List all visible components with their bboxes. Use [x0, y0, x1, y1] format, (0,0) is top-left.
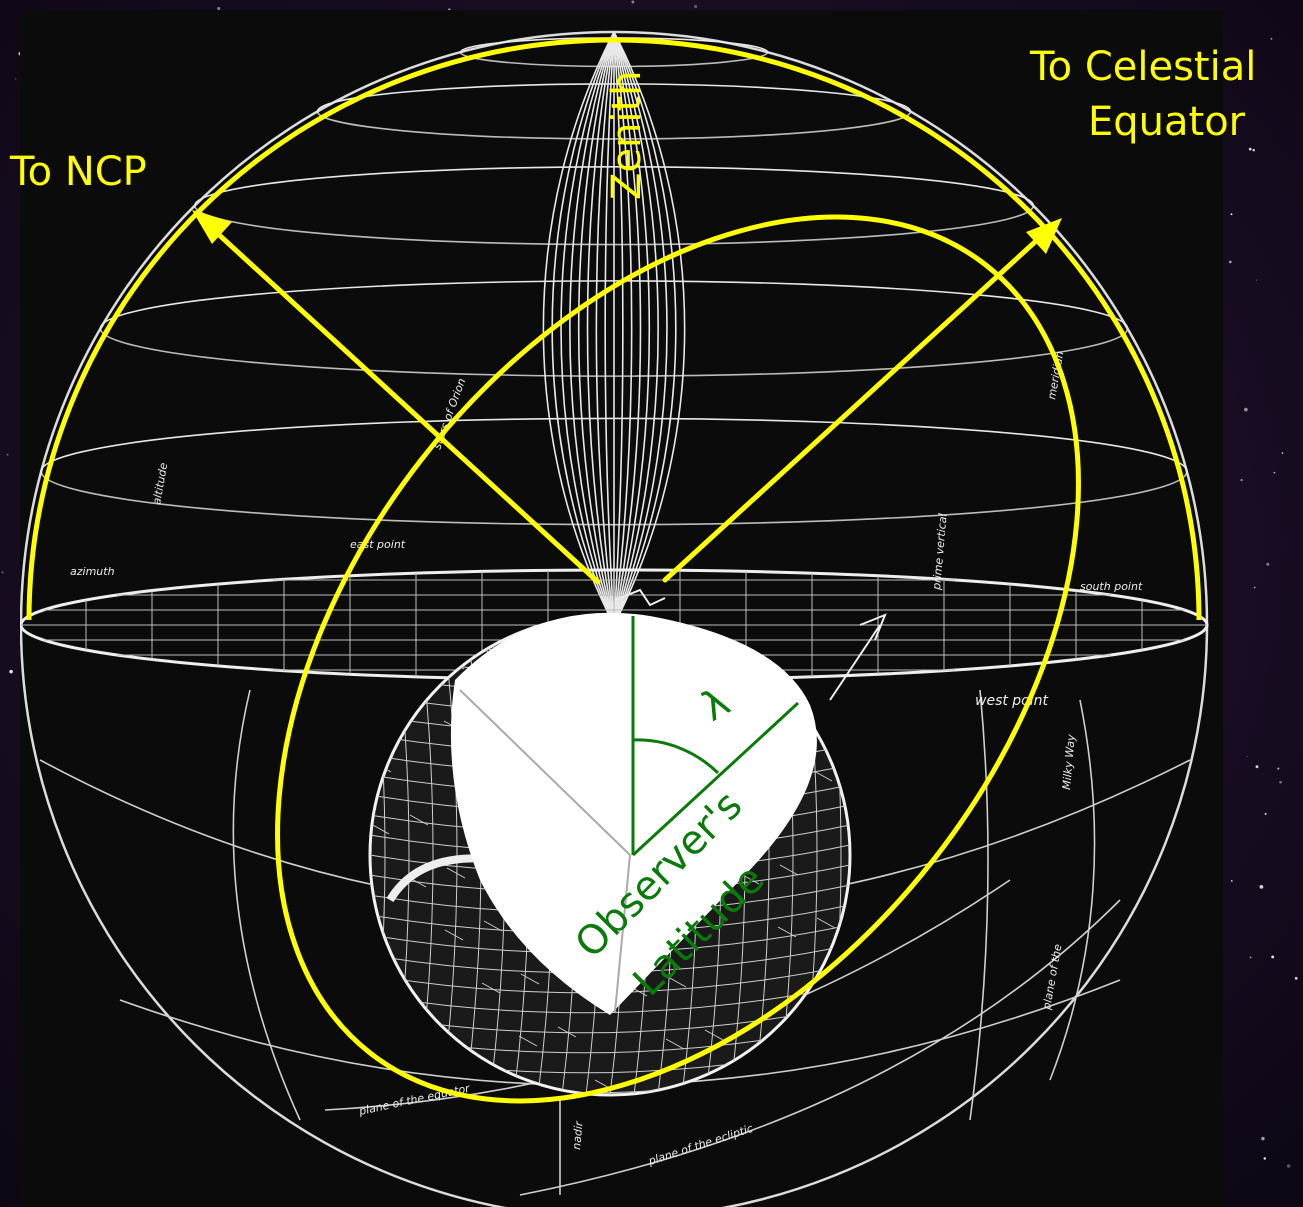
latitude-angle	[631, 616, 800, 857]
chalk-south-point: south point	[1080, 580, 1143, 593]
ncp-arrow-line	[202, 219, 601, 585]
yellow-annotations	[26, 37, 1202, 1104]
cutaway-axis-line	[614, 854, 631, 1013]
cutaway-equator-line	[459, 689, 631, 856]
ncp-arrowhead	[192, 210, 232, 244]
chalk-west-point: west point	[975, 693, 1049, 709]
meridian-arc	[26, 37, 1202, 621]
equator-radius-line	[631, 701, 800, 857]
latitude-arc	[632, 738, 720, 775]
observer-marker	[614, 588, 887, 701]
celestial-equator-ellipse	[275, 214, 1081, 1104]
zenith-label: Zenith	[604, 70, 650, 200]
chalk-azimuth: azimuth	[70, 565, 115, 578]
chalk-nadir: nadir	[570, 1119, 586, 1150]
sky-grid	[40, 31, 1188, 626]
equator-arrowhead	[1026, 218, 1062, 254]
equator-arrow-line	[662, 227, 1051, 583]
to-ncp-label: To NCP	[9, 149, 147, 195]
to-celestial-equator-label-line2: Equator	[1088, 99, 1246, 145]
to-celestial-equator-label-line1: To Celestial	[1029, 44, 1256, 90]
arrow-heads	[192, 210, 1062, 254]
chalk-milky-way: Milky Way	[1060, 733, 1078, 790]
